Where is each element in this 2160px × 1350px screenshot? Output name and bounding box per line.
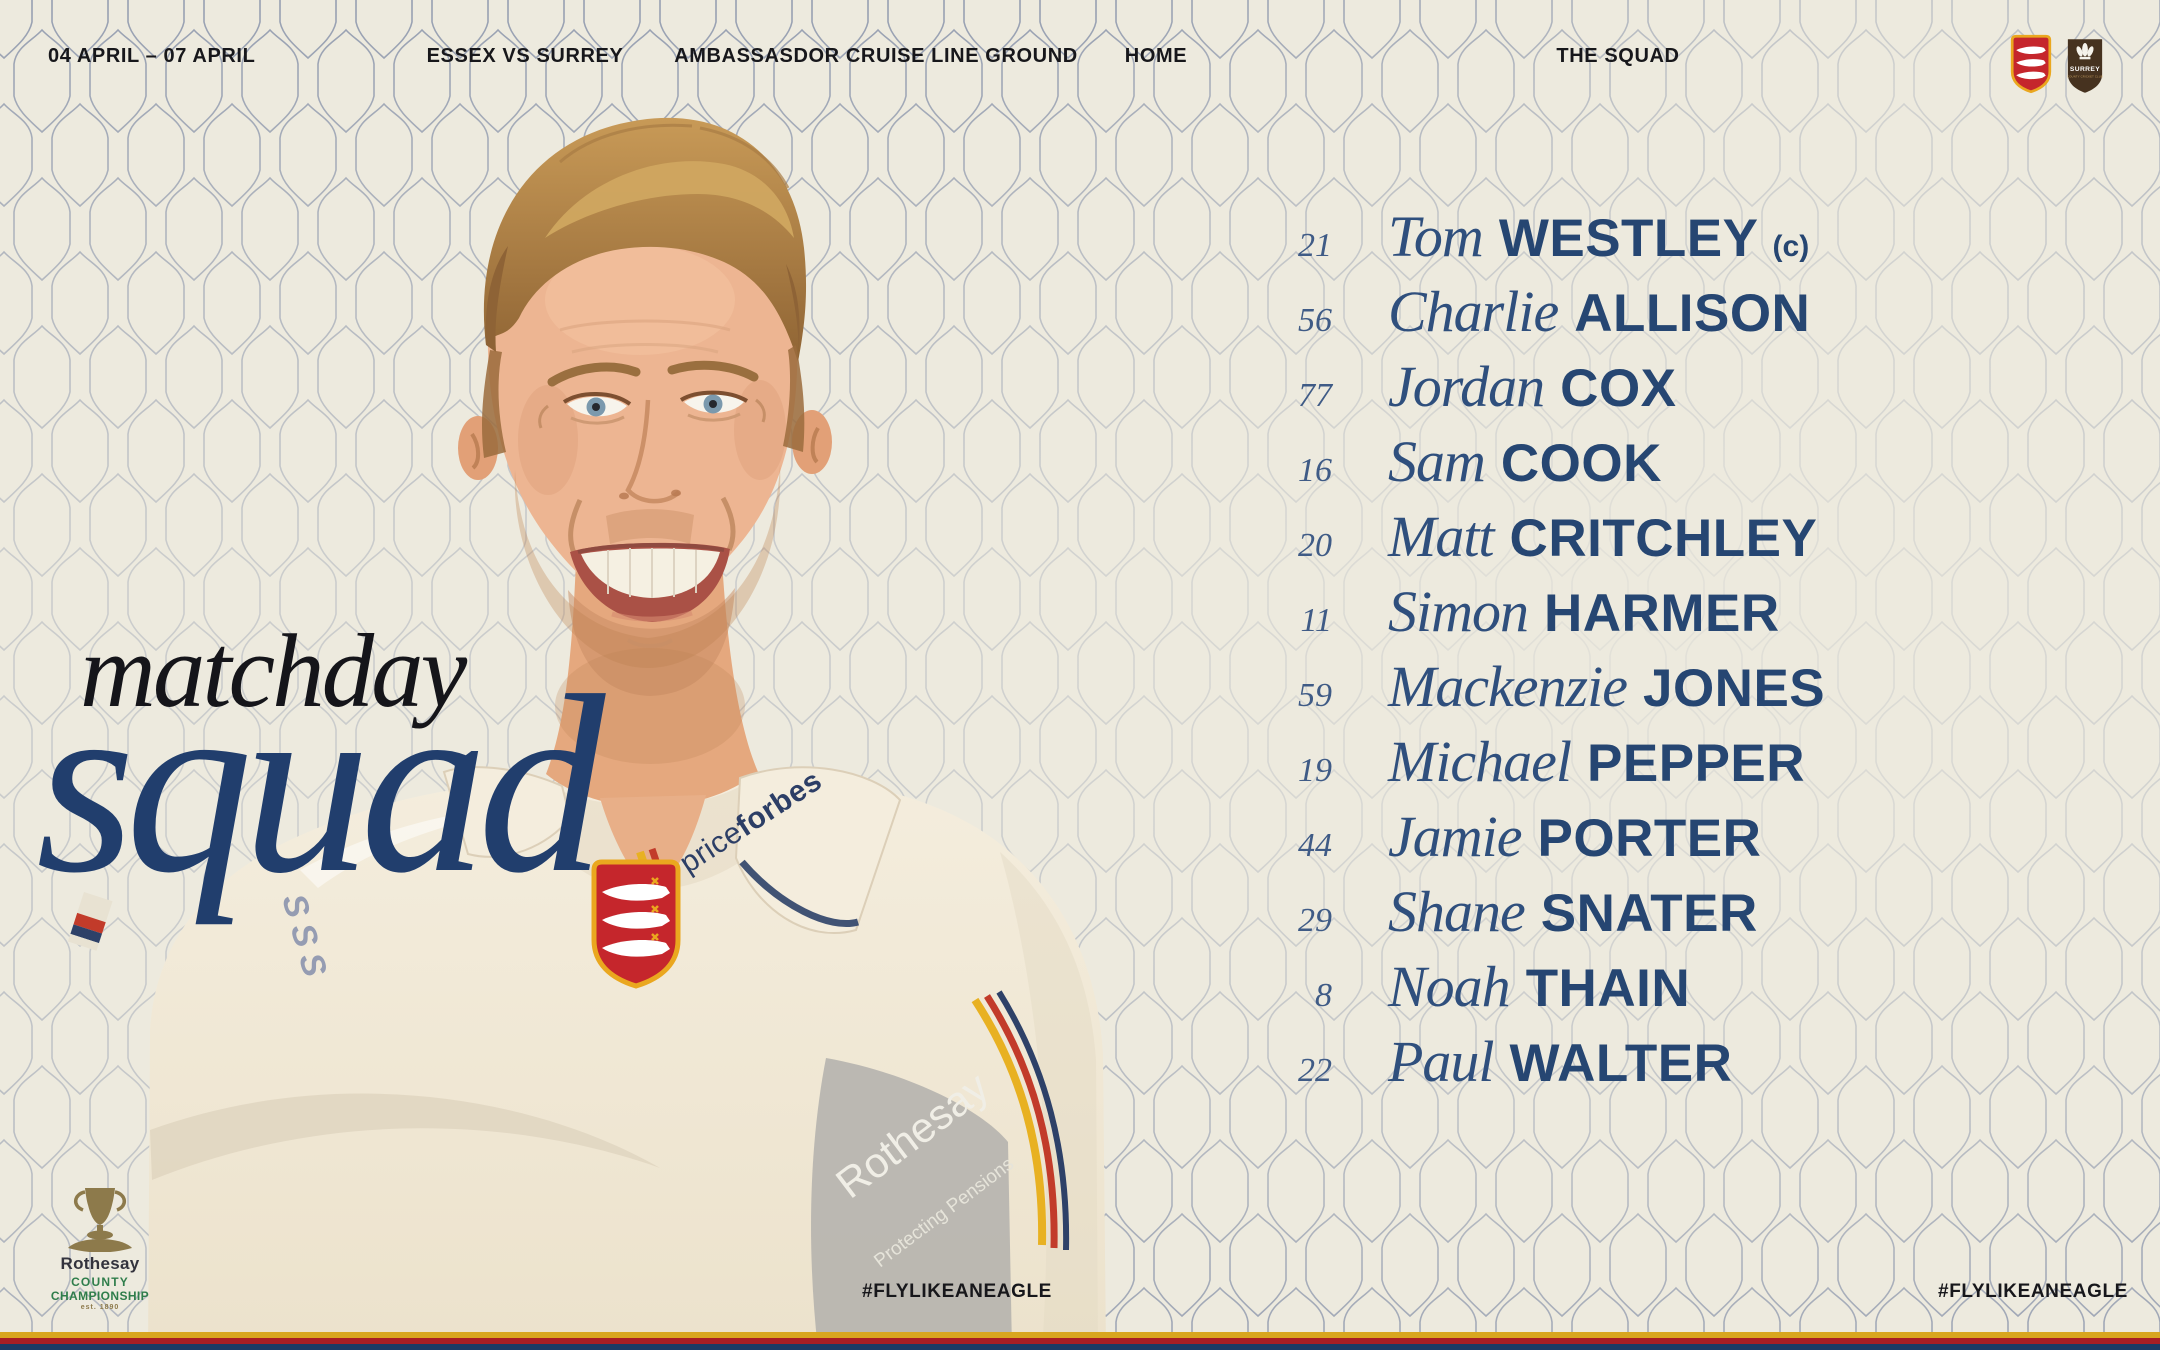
player-first-name: Paul xyxy=(1388,1029,1495,1094)
footer-stripe-red xyxy=(0,1338,2160,1344)
page-title: THE SQUAD xyxy=(1556,45,1680,67)
player-number: 21 xyxy=(1298,227,1332,264)
squad-row: 44 Jamie PORTER xyxy=(1260,799,1825,874)
player-first-name: Tom xyxy=(1388,204,1484,269)
player-number: 16 xyxy=(1298,452,1332,489)
hashtag-center: #FLYLIKEANEAGLE xyxy=(862,1281,1052,1302)
player-last-name: JONES xyxy=(1642,659,1826,718)
surrey-badge-icon: SURREY COUNTY CRICKET CLUB xyxy=(2067,39,2103,93)
competition-brand: Rothesay xyxy=(60,1254,140,1273)
player-first-name: Charlie xyxy=(1388,279,1559,344)
player-number: 56 xyxy=(1298,302,1332,339)
home-away-label: HOME xyxy=(1124,45,1188,67)
player-first-name: Mackenzie xyxy=(1388,654,1628,719)
fixture-label: ESSEX VS SURREY xyxy=(426,45,624,67)
squad-row: 21 Tom WESTLEY (c) xyxy=(1260,199,1825,274)
player-number: 19 xyxy=(1298,752,1332,789)
player-last-name: WESTLEY xyxy=(1498,209,1759,268)
player-neck xyxy=(546,560,758,894)
competition-line2: CHAMPIONSHIP xyxy=(50,1289,150,1303)
player-last-name: ALLISON xyxy=(1574,284,1811,343)
squad-row: 77 Jordan COX xyxy=(1260,349,1825,424)
player-first-name: Jamie xyxy=(1388,804,1522,869)
player-number: 77 xyxy=(1298,377,1332,414)
sleeve-sponsor: Rothesay Protecting Pensions xyxy=(811,1058,1018,1350)
squad-row: 19 Michael PEPPER xyxy=(1260,724,1825,799)
player-last-name: HARMER xyxy=(1544,584,1780,643)
squad-row: 16 Sam COOK xyxy=(1260,424,1825,499)
player-first-name: Shane xyxy=(1388,879,1526,944)
title-line-squad: squad xyxy=(36,644,605,926)
title-line-matchday: matchday xyxy=(80,612,467,729)
squad-row: 56 Charlie ALLISON xyxy=(1260,274,1825,349)
player-last-name: PEPPER xyxy=(1587,734,1806,793)
eyes xyxy=(538,390,766,429)
svg-text:COUNTY CRICKET CLUB: COUNTY CRICKET CLUB xyxy=(2067,74,2103,78)
player-number: 44 xyxy=(1298,827,1332,864)
svg-text:SURREY: SURREY xyxy=(2070,66,2100,73)
squad-row: 11 Simon HARMER xyxy=(1260,574,1825,649)
venue-label: AMBASSASDOR CRUISE LINE GROUND xyxy=(674,45,1078,67)
competition-est: est. 1890 xyxy=(80,1304,120,1311)
player-number: 20 xyxy=(1298,527,1332,564)
trophy-icon xyxy=(68,1188,132,1252)
player-number: 11 xyxy=(1300,602,1332,639)
squad-list: 21 Tom WESTLEY (c) 56 Charlie ALLISON 77 Jorda… xyxy=(1260,199,1825,1099)
player-last-name: SNATER xyxy=(1540,884,1758,943)
footer-stripe-gold xyxy=(0,1332,2160,1338)
player-last-name: WALTER xyxy=(1509,1034,1733,1093)
player-first-name: Simon xyxy=(1388,579,1529,644)
player-first-name: Noah xyxy=(1388,954,1511,1019)
player-hair xyxy=(482,117,807,458)
squad-row: 29 Shane SNATER xyxy=(1260,874,1825,949)
player-number: 22 xyxy=(1298,1052,1332,1089)
player-first-name: Sam xyxy=(1388,429,1486,494)
squad-row: 59 Mackenzie JONES xyxy=(1260,649,1825,724)
player-first-name: Michael xyxy=(1388,729,1572,794)
player-last-name: PORTER xyxy=(1537,809,1762,868)
smile xyxy=(570,542,730,622)
squad-row: 8 Noah THAIN xyxy=(1260,949,1825,1024)
player-last-name: THAIN xyxy=(1525,959,1691,1018)
player-last-name: COX xyxy=(1560,359,1677,418)
left-edge-sleeve-fragment xyxy=(67,892,113,951)
squad-row: 22 Paul WALTER xyxy=(1260,1024,1825,1099)
player-number: 8 xyxy=(1315,977,1332,1014)
player-first-name: Jordan xyxy=(1388,354,1545,419)
player-last-name: CRITCHLEY xyxy=(1509,509,1818,568)
player-last-name: COOK xyxy=(1500,434,1662,493)
match-dates: 04 APRIL – 07 APRIL xyxy=(48,45,256,67)
essex-badge-icon xyxy=(2010,34,2052,94)
player-number: 59 xyxy=(1298,677,1332,714)
footer-stripe-navy xyxy=(0,1344,2160,1350)
competition-line1: COUNTY xyxy=(71,1275,129,1289)
sleeve-trim-stripes xyxy=(971,990,1070,1251)
essex-chest-crest-icon xyxy=(591,859,681,989)
player-number: 29 xyxy=(1298,902,1332,939)
squad-row: 20 Matt CRITCHLEY xyxy=(1260,499,1825,574)
player-first-name: Matt xyxy=(1388,504,1495,569)
county-championship-logo: Rothesay COUNTY CHAMPIONSHIP est. 1890 xyxy=(20,1186,180,1311)
hashtag-right: #FLYLIKEANEAGLE xyxy=(1938,1281,2128,1302)
captain-marker: (c) xyxy=(1772,230,1810,263)
